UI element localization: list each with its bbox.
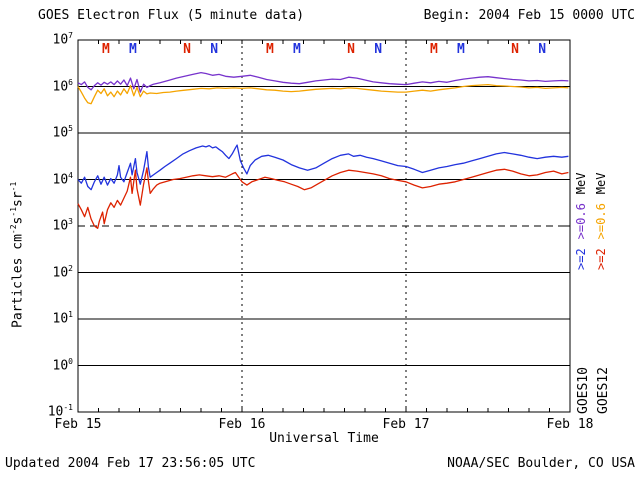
legend-goes12-energies: >=2 >=0.6 MeV [594,173,608,271]
y-axis-title: Particles cm-2s-1sr-1 [9,182,25,328]
series-goes12-ge2mev [77,167,569,229]
satellite-marker-n: N [538,42,546,57]
y-axis-title-text: Particles cm [10,234,26,328]
x-axis-title: Universal Time [269,431,379,446]
legend-goes12-ge06: >=0.6 [594,203,608,240]
satellite-marker-m: M [129,42,137,57]
updated-timestamp: Updated 2004 Feb 17 23:56:05 UTC [5,456,256,471]
legend-goes12-mev: MeV [594,172,608,195]
satellite-marker-n: N [374,42,382,57]
satellite-marker-m: M [430,42,438,57]
satellite-marker-m: M [457,42,465,57]
legend-goes12-label: GOES12 [596,367,611,414]
satellite-marker-n: N [511,42,519,57]
begin-timestamp: Begin: 2004 Feb 15 0000 UTC [423,8,635,23]
satellite-marker-m: M [293,42,301,57]
legend-goes12-ge2: >=2 [594,248,608,270]
y-axis-sup-2: -2 [9,224,18,235]
legend-goes10-mev: MeV [574,172,588,195]
series-goes10-ge06mev [77,71,569,93]
series-goes10-ge2mev [77,144,569,191]
page-title: GOES Electron Flux (5 minute data) [38,8,305,23]
satellite-marker-m: M [266,42,274,57]
legend-goes10-ge2: >=2 [574,248,588,270]
y-axis-sup-1b: -1 [9,181,18,192]
y-axis-title-sr: sr [10,191,26,207]
series-goes12-ge06mev [77,83,569,105]
satellite-marker-n: N [210,42,218,57]
y-axis-sup-1a: -1 [9,206,18,217]
legend-goes10-energies: >=2 >=0.6 MeV [574,173,588,271]
source-credit: NOAA/SEC Boulder, CO USA [447,456,635,471]
satellite-marker-n: N [183,42,191,57]
satellite-marker-m: M [102,42,110,57]
legend-goes10-ge06: >=0.6 [574,203,588,240]
legend-goes10-label: GOES10 [576,367,591,414]
satellite-marker-n: N [347,42,355,57]
y-axis-title-s: s [10,216,26,225]
